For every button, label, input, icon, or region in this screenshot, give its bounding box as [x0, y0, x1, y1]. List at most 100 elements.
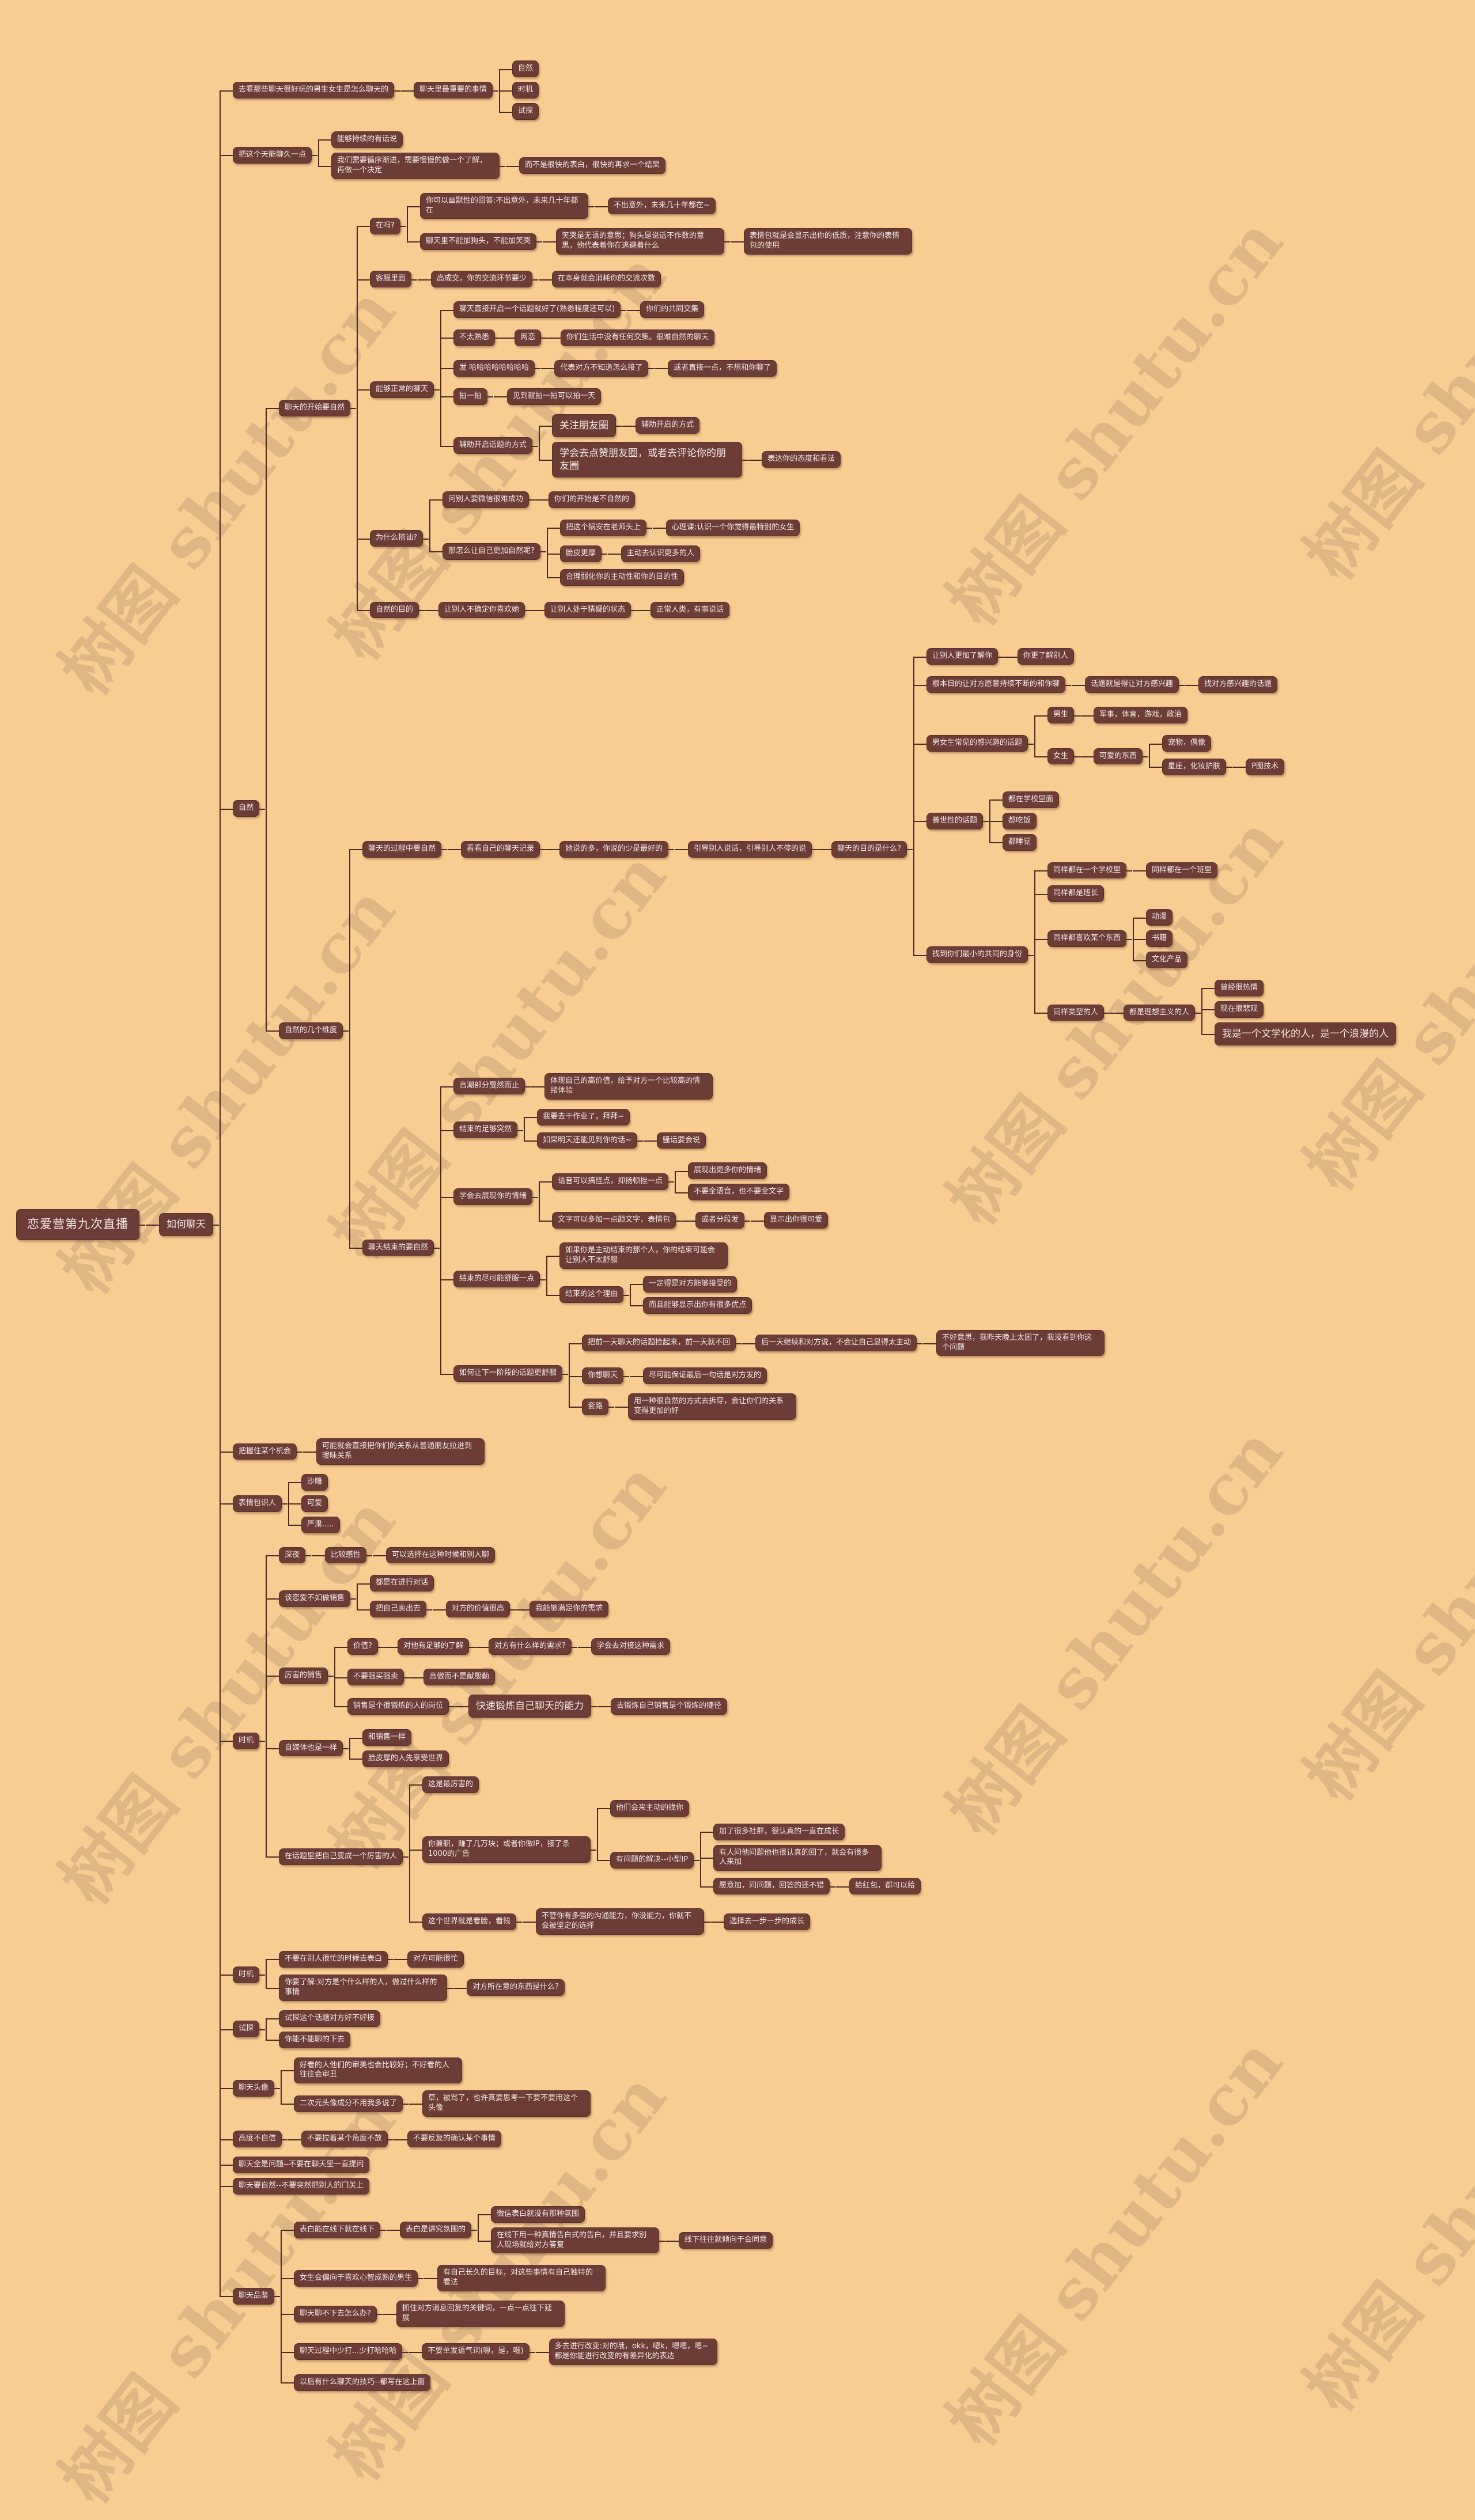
mindmap-node[interactable]: 不要单发语气词(嗯，是，哦): [422, 2343, 535, 2360]
mindmap-node[interactable]: 去锻炼自己销售是个锻炼的捷径: [611, 1697, 728, 1715]
mindmap-node[interactable]: 把自己卖出去: [370, 1601, 433, 1618]
mindmap-node[interactable]: 试探: [233, 2021, 266, 2038]
mindmap-node[interactable]: 辅助开启话题的方式: [453, 437, 539, 454]
mindmap-node[interactable]: 把这个锅安在老师头上: [559, 519, 652, 536]
mindmap-node[interactable]: 同样都喜欢某个东西: [1047, 930, 1133, 948]
mindmap-node[interactable]: 女生会偏向于喜欢心智成熟的男生: [294, 2269, 424, 2287]
mindmap-node[interactable]: 聊天的开始要自然: [279, 399, 357, 416]
mindmap-node[interactable]: 我能够满足你的需求: [530, 1601, 609, 1618]
mindmap-node[interactable]: 抓住对方消息回复的关键词，一点一点往下延展: [396, 2301, 565, 2327]
mindmap-node[interactable]: 聊天头像: [233, 2079, 281, 2097]
mindmap-node[interactable]: 表白是讲究氛围的: [400, 2221, 478, 2238]
mindmap-node[interactable]: 尽可能保证最后一句话是对方发的: [643, 1367, 767, 1385]
mindmap-node[interactable]: 学会去点赞朋友圈，或者去评论你的朋友圈: [552, 441, 748, 478]
mindmap-node[interactable]: 聊天结束的要自然: [362, 1239, 440, 1256]
mindmap-node[interactable]: 不管你有多强的沟通能力，你没能力，你就不会被坚定的选择: [536, 1908, 710, 1935]
mindmap-node[interactable]: 在话题里把自己变成一个厉害的人: [279, 1848, 409, 1865]
mindmap-node[interactable]: 表达你的态度和看法: [762, 451, 841, 468]
mindmap-node[interactable]: 这是最厉害的: [422, 1776, 479, 1793]
mindmap-node[interactable]: 不要在别人很忙的时候去表白: [279, 1951, 394, 1968]
mindmap-node[interactable]: 网恋: [515, 329, 547, 346]
mindmap-node[interactable]: 深夜: [279, 1547, 312, 1564]
mindmap-node[interactable]: 用一种很自然的方式去拆穿，会让你们的关系变得更加的好: [628, 1393, 797, 1420]
mindmap-node[interactable]: 把握住某个机会: [233, 1443, 303, 1460]
mindmap-node[interactable]: 不要反复的确认某个事情: [407, 2131, 502, 2147]
mindmap-node[interactable]: 和销售一样: [362, 1729, 412, 1746]
mindmap-node[interactable]: 不要强买强卖: [347, 1669, 410, 1686]
mindmap-node[interactable]: 结束的这个理由: [559, 1286, 630, 1303]
mindmap-node[interactable]: 聊天的目的是什么?: [831, 840, 913, 858]
mindmap-node[interactable]: 问别人要微信很难成功: [442, 491, 535, 508]
mindmap-node[interactable]: 选择去一步一步的成长: [724, 1913, 811, 1930]
mindmap-node[interactable]: 对方所在意的东西是什么?: [467, 1979, 565, 1996]
mindmap-node[interactable]: 脸皮厚的人先享受世界: [362, 1750, 449, 1767]
mindmap-node[interactable]: 加了很多社群，很认真的一直在成长: [713, 1823, 845, 1840]
mindmap-node[interactable]: 或者分段发: [695, 1212, 751, 1229]
mindmap-node[interactable]: 给红包，都可以给: [849, 1878, 921, 1895]
mindmap-node[interactable]: 你想聊天: [582, 1367, 630, 1385]
mindmap-node[interactable]: 我是一个文学化的人，是一个浪漫的人: [1215, 1022, 1397, 1045]
mindmap-node[interactable]: 你兼职，赚了几万块；或者你做IP，接了条1000的广告: [422, 1836, 597, 1863]
mindmap-node[interactable]: 多去进行改变:对的哦，okk，嗯k，嗯嗯，嗯~都是你能进行改变的有差异化的表达: [549, 2338, 717, 2365]
mindmap-node[interactable]: 客服里面: [370, 271, 418, 288]
mindmap-node[interactable]: 如何聊天: [159, 1212, 219, 1237]
mindmap-node[interactable]: 话题就是得让对方感兴趣: [1085, 676, 1185, 694]
mindmap-node[interactable]: 高傲而不是献殷勤: [423, 1669, 496, 1686]
mindmap-node[interactable]: 不好意思，我昨天晚上太困了，我没看到你这个问题: [936, 1329, 1105, 1356]
mindmap-node[interactable]: 比较感性: [325, 1547, 373, 1564]
mindmap-node[interactable]: 展现出更多你的情绪: [688, 1162, 767, 1180]
mindmap-node[interactable]: 价值?: [347, 1638, 384, 1655]
mindmap-node[interactable]: 男生: [1047, 707, 1080, 724]
mindmap-node[interactable]: 在线下用一种真情告白式的告白，并且要求别人现场就给对方答复: [491, 2227, 665, 2254]
mindmap-node[interactable]: 自然: [512, 60, 539, 78]
mindmap-node[interactable]: P图技术: [1246, 759, 1284, 775]
mindmap-node[interactable]: 体现自己的高价值，给予对方一个比较高的情绪体验: [544, 1073, 713, 1100]
mindmap-node[interactable]: 辅助开启的方式: [636, 417, 700, 434]
mindmap-node[interactable]: 严肃.....: [301, 1516, 340, 1533]
mindmap-node[interactable]: 结束的尽可能舒服一点: [453, 1271, 546, 1288]
mindmap-node[interactable]: 那怎么让自己更加自然呢?: [442, 543, 546, 560]
mindmap-node[interactable]: 同样都是班长: [1047, 885, 1105, 903]
mindmap-node[interactable]: 让别人更加了解你: [926, 648, 1004, 665]
mindmap-node[interactable]: 试探: [512, 103, 539, 120]
mindmap-root-node[interactable]: 恋爱营第九次直播: [16, 1209, 145, 1240]
mindmap-node[interactable]: 笑哭是无语的意思；狗头是说话不作数的意思，他代表着你在逃避着什么: [555, 228, 730, 255]
mindmap-node[interactable]: 自然的目的: [370, 601, 425, 619]
mindmap-node[interactable]: 自然: [233, 800, 266, 817]
mindmap-node[interactable]: 表白能在线下就在线下: [294, 2221, 387, 2238]
mindmap-node[interactable]: 能够正常的聊天: [370, 381, 440, 398]
mindmap-node[interactable]: 聊天里不能加狗头，不能加笑哭: [419, 233, 542, 250]
mindmap-node[interactable]: 以后有什么聊天的技巧--都写在这上面: [294, 2374, 431, 2391]
mindmap-node[interactable]: 引导别人说话，引导别人不停的说: [688, 840, 818, 858]
mindmap-node[interactable]: 如果明天还能见到你的话~: [537, 1132, 643, 1149]
mindmap-node[interactable]: 骚话要会说: [656, 1132, 706, 1149]
mindmap-node[interactable]: 关注朋友圈: [552, 414, 622, 437]
mindmap-node[interactable]: 时机: [233, 1966, 266, 1983]
mindmap-node[interactable]: 如果你是主动结束的那个人，你的结束可能会让别人不太舒服: [559, 1242, 728, 1269]
mindmap-node[interactable]: 让别人处于猜疑的状态: [544, 601, 637, 619]
mindmap-node[interactable]: 都是理想主义的人: [1124, 1004, 1201, 1021]
mindmap-node[interactable]: 代表对方不知道怎么接了: [554, 359, 655, 377]
mindmap-node[interactable]: 宠物，偶像: [1162, 735, 1212, 752]
mindmap-node[interactable]: 主动去认识更多的人: [621, 545, 700, 562]
mindmap-node[interactable]: 对他有足够的了解: [397, 1638, 475, 1655]
mindmap-node[interactable]: 现在很悲观: [1215, 1001, 1264, 1018]
mindmap-node[interactable]: 她说的多，你说的少是最好的: [559, 840, 675, 858]
mindmap-node[interactable]: 能够持续的有话说: [331, 131, 403, 148]
mindmap-node[interactable]: 正常人类，有事说话: [650, 601, 730, 619]
mindmap-node[interactable]: 时机: [233, 1732, 266, 1749]
mindmap-node[interactable]: 心理课:认识一个你觉得最特别的女生: [665, 519, 800, 536]
mindmap-node[interactable]: 聊天过程中少打...少打哈哈哈: [294, 2343, 409, 2360]
mindmap-node[interactable]: 在本身就会消耗你的交流次数: [552, 271, 661, 288]
mindmap-node[interactable]: 厉害的销售: [279, 1667, 334, 1684]
mindmap-node[interactable]: 试探这个话题对方好不好接: [279, 2010, 381, 2027]
mindmap-node[interactable]: 把前一天聊天的话题捡起来，前一天就不回: [582, 1335, 742, 1352]
mindmap-node[interactable]: 对方有什么样的需求?: [488, 1638, 577, 1655]
mindmap-node[interactable]: 曾经很热情: [1215, 980, 1264, 996]
mindmap-node[interactable]: 我们需要循序渐进，需要慢慢的做一个了解，再做一个决定: [331, 152, 506, 179]
mindmap-node[interactable]: 聊天全是问题--不要在聊天里一直提问: [233, 2156, 370, 2173]
mindmap-node[interactable]: 对方的价值很高: [446, 1601, 516, 1618]
mindmap-node[interactable]: 自然的几个维度: [279, 1022, 349, 1039]
mindmap-node[interactable]: 让别人不确定你喜欢她: [438, 601, 531, 619]
mindmap-node[interactable]: 同样都在一个班里: [1146, 862, 1218, 879]
